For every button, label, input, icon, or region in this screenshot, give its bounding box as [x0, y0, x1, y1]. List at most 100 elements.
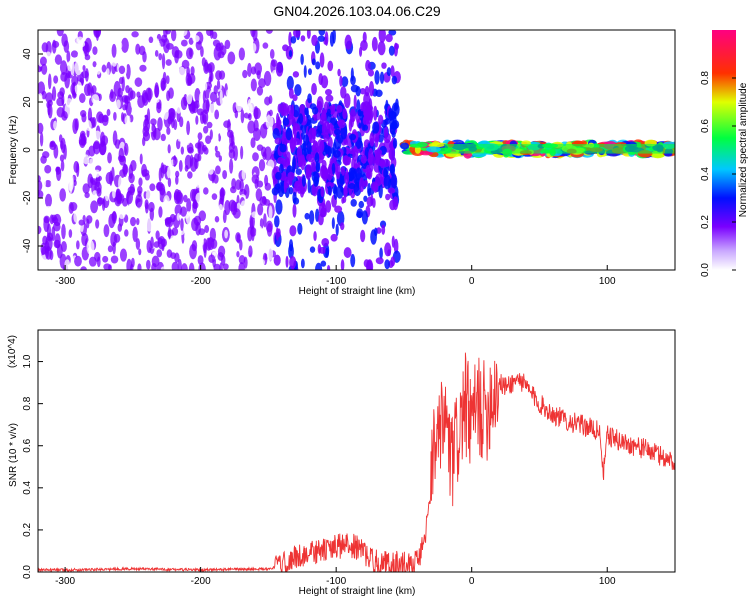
heatmap-cell: [325, 247, 329, 258]
heatmap-cell: [115, 188, 122, 205]
heatmap-cell: [136, 218, 140, 226]
heatmap-cell: [292, 155, 296, 171]
heatmap-cell: [130, 257, 135, 268]
heatmap-cell: [289, 239, 294, 252]
heatmap-cell: [167, 177, 172, 188]
heatmap-cell: [177, 258, 182, 270]
heatmap-cell: [374, 70, 380, 85]
heatmap-cell: [202, 114, 207, 124]
heatmap-cell: [215, 150, 221, 158]
heatmap-cell: [340, 86, 347, 99]
heatmap-cell: [282, 117, 290, 126]
heatmap-cell: [83, 83, 92, 97]
heatmap-cell: [81, 232, 89, 247]
heatmap-cell: [365, 59, 371, 72]
heatmap-cell: [152, 220, 156, 235]
heatmap-cell: [229, 131, 234, 147]
heatmap-cell: [366, 259, 374, 270]
heatmap-cell: [426, 146, 441, 153]
heatmap-cell: [242, 69, 248, 79]
heatmap-cell: [90, 178, 98, 185]
heatmap-cell: [428, 142, 445, 148]
heatmap-cell: [78, 219, 85, 226]
heatmap-cell: [214, 145, 218, 153]
heatmap-cell: [90, 200, 99, 214]
snr-frame: [37, 329, 676, 573]
heatmap-cell: [126, 258, 132, 270]
heatmap-cell: [392, 196, 399, 211]
heatmap-cell: [348, 118, 353, 132]
heatmap-cell: [111, 43, 117, 58]
heatmap-cell: [203, 187, 209, 195]
y-tick-label: -20: [22, 190, 33, 205]
heatmap-cell: [217, 51, 225, 59]
heatmap-cell: [320, 75, 329, 89]
heatmap-cell: [273, 254, 281, 266]
heatmap-cell: [330, 233, 338, 242]
heatmap-cell: [252, 257, 260, 267]
heatmap-cell: [319, 52, 325, 68]
heatmap-cell: [342, 155, 349, 166]
heatmap-cell: [107, 152, 112, 164]
heatmap-cell: [317, 213, 324, 226]
heatmap-cell: [252, 152, 259, 162]
heatmap-cell: [149, 183, 156, 192]
heatmap-cell: [100, 135, 109, 146]
heatmap-cell: [302, 134, 310, 146]
heatmap-cell: [61, 223, 66, 240]
heatmap-cell: [292, 197, 300, 205]
heatmap-cell: [171, 46, 180, 58]
heatmap-cell: [392, 137, 398, 149]
heatmap-cell: [47, 103, 53, 119]
heatmap-cell: [72, 118, 78, 135]
heatmap-cell: [288, 177, 293, 186]
heatmap-cell: [314, 262, 323, 270]
heatmap-cell: [344, 171, 350, 185]
heatmap-cell: [332, 149, 341, 158]
colorbar-label: Normalized spectral amplitude: [738, 82, 749, 217]
heatmap-cell: [256, 86, 264, 96]
heatmap-cell: [309, 210, 315, 225]
heatmap-cell: [310, 159, 318, 173]
heatmap-cell: [138, 45, 146, 56]
heatmap-cell: [137, 263, 142, 270]
heatmap-cell: [289, 225, 297, 237]
heatmap-cell: [106, 108, 111, 117]
heatmap-cell: [186, 198, 192, 213]
heatmap-cell: [178, 66, 186, 81]
heatmap-cell: [183, 194, 188, 203]
heatmap-cell: [209, 227, 216, 243]
heatmap-cell: [205, 237, 212, 251]
heatmap-cell: [205, 135, 212, 145]
heatmap-cell: [350, 84, 359, 93]
heatmap-cell: [317, 35, 325, 42]
heatmap-cell: [73, 211, 80, 223]
heatmap-cell: [77, 49, 85, 64]
heatmap-cell: [249, 99, 255, 113]
heatmap-cell: [235, 98, 243, 112]
heatmap-cell: [168, 226, 172, 240]
heatmap-cell: [38, 122, 44, 134]
heatmap-cell: [154, 49, 159, 57]
heatmap-cell: [116, 99, 121, 109]
heatmap-cell: [86, 239, 95, 255]
heatmap-cell: [368, 148, 374, 164]
heatmap-cell: [142, 131, 151, 142]
heatmap-cell: [316, 162, 320, 173]
heatmap-cell: [409, 143, 424, 148]
heatmap-cell: [324, 144, 330, 155]
snr-x-axis-label: Height of straight line (km): [299, 586, 416, 597]
spectrogram-x-axis-label: Height of straight line (km): [299, 286, 416, 297]
heatmap-cell: [270, 59, 276, 74]
heatmap-cell: [123, 142, 129, 156]
heatmap-cell: [71, 75, 79, 87]
heatmap-cell: [52, 40, 60, 48]
heatmap-cell: [289, 256, 297, 269]
heatmap-cell: [320, 260, 327, 267]
heatmap-cell: [250, 43, 257, 53]
heatmap-cell: [377, 41, 386, 56]
heatmap-cell: [44, 205, 53, 214]
heatmap-cell: [231, 178, 237, 190]
heatmap-cell: [55, 166, 60, 173]
heatmap-cell: [76, 162, 80, 178]
